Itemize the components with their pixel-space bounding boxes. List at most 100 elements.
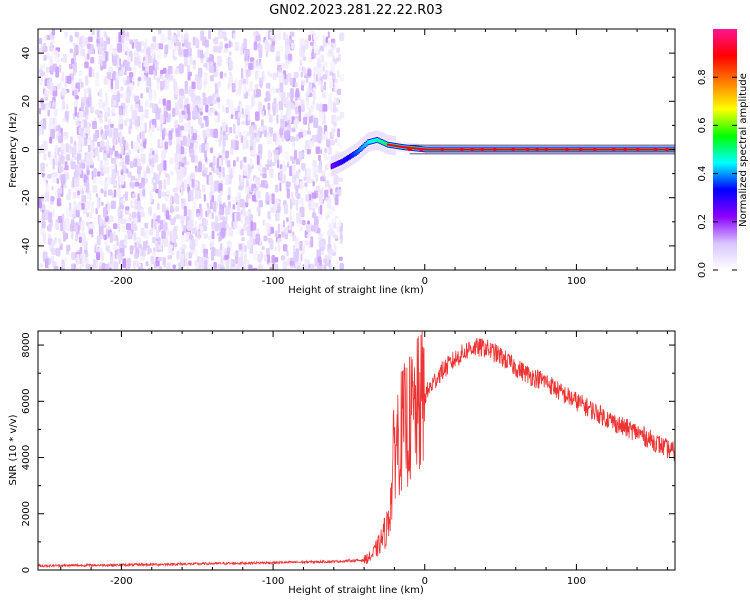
tone-cell [474, 148, 477, 151]
noise-cell [245, 211, 250, 216]
noise-cell [59, 77, 63, 87]
colorbar-scale [713, 29, 737, 270]
noise-cell [245, 91, 248, 99]
noise-cell [56, 177, 59, 184]
noise-cell [173, 119, 178, 129]
noise-cell [251, 97, 254, 108]
noise-cell [38, 108, 42, 115]
noise-cell [145, 55, 148, 64]
tone-cell [411, 146, 414, 150]
tone-cell [553, 148, 556, 151]
y-tick-label: 0 [21, 146, 32, 152]
noise-cell [297, 265, 300, 270]
noise-cell [228, 165, 231, 174]
noise-cell [219, 134, 224, 143]
noise-cell [195, 235, 198, 247]
tone-cell [333, 163, 336, 167]
noise-cell [256, 205, 259, 213]
noise-cell [209, 75, 214, 82]
tone-cell [588, 148, 591, 151]
tone-peak [524, 147, 530, 152]
tone-cell [606, 148, 609, 151]
noise-cell [259, 240, 263, 247]
noise-cell [242, 142, 246, 151]
noise-cell [202, 92, 206, 98]
noise-cell [205, 210, 208, 217]
noise-cell [82, 185, 87, 192]
noise-cell [110, 200, 116, 210]
tone-cell [382, 141, 385, 144]
noise-cell [291, 221, 295, 227]
noise-cell [253, 41, 258, 51]
noise-cell [148, 65, 154, 75]
noise-cell [282, 220, 286, 228]
noise-cell [113, 94, 118, 101]
noise-cell [247, 88, 250, 97]
noise-cell [232, 204, 236, 210]
noise-cell [327, 155, 330, 162]
noise-cell [178, 49, 183, 56]
noise-cell [335, 260, 339, 269]
noise-cell [295, 199, 298, 211]
noise-cell [87, 87, 91, 94]
noise-cell [230, 109, 234, 115]
noise-cell [327, 229, 330, 237]
noise-cell [272, 41, 275, 47]
noise-cell [310, 264, 314, 270]
noise-cell [206, 202, 210, 208]
noise-cell [159, 138, 163, 147]
noise-cell [162, 203, 166, 213]
noise-cell [125, 206, 130, 211]
noise-cell [245, 195, 249, 204]
tone-cell [388, 143, 391, 147]
noise-cell [98, 175, 103, 185]
noise-cell [258, 207, 261, 217]
noise-cell [336, 97, 339, 106]
noise-cell [174, 45, 179, 51]
noise-cell [64, 31, 68, 39]
noise-cell [144, 122, 147, 134]
noise-cell [282, 244, 288, 252]
noise-cell [97, 171, 101, 177]
noise-cell [278, 45, 283, 52]
tone-cell [350, 154, 353, 157]
noise-cell [328, 99, 333, 111]
colorbar: 0.00.20.40.60.8 Normalized spectral ampl… [697, 29, 749, 278]
noise-cell [336, 47, 341, 53]
noise-cell [204, 150, 207, 158]
tone-cell [485, 148, 488, 151]
noise-cell [146, 77, 152, 87]
noise-cell [194, 189, 199, 199]
noise-cell [158, 266, 163, 270]
noise-cell [258, 101, 262, 112]
noise-cell [233, 123, 236, 134]
noise-cell [38, 37, 43, 45]
noise-cell [205, 253, 209, 259]
tone-cell [368, 140, 371, 143]
noise-cell [111, 86, 117, 97]
noise-cell [175, 162, 179, 174]
noise-cell [124, 70, 127, 76]
noise-cell [154, 67, 158, 76]
noise-cell [275, 212, 280, 222]
noise-cell [68, 202, 72, 212]
noise-cell [86, 201, 91, 210]
noise-cell [219, 190, 224, 196]
noise-cell [286, 188, 290, 199]
noise-cell [219, 71, 224, 79]
noise-cell [205, 219, 209, 226]
tone-cell [615, 148, 618, 151]
noise-cell [299, 180, 305, 191]
noise-cell [175, 195, 180, 205]
noise-cell [288, 267, 293, 270]
noise-cell [265, 31, 269, 38]
colorbar-tick-label: 0.4 [697, 166, 708, 182]
noise-cell [312, 160, 317, 168]
noise-cell [61, 259, 65, 270]
noise-cell [260, 264, 264, 270]
noise-cell [176, 170, 181, 181]
noise-cell [339, 111, 345, 119]
noise-cell [244, 136, 247, 144]
noise-cell [40, 195, 44, 202]
noise-cell [320, 176, 325, 182]
